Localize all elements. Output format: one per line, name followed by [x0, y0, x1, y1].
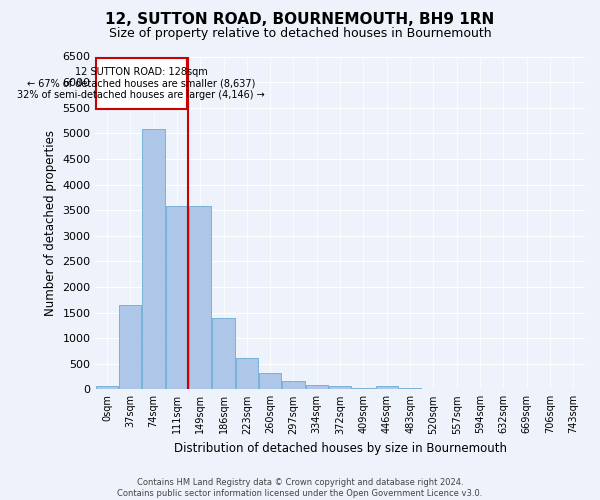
Y-axis label: Number of detached properties: Number of detached properties	[44, 130, 57, 316]
Bar	[329, 386, 351, 390]
Text: Contains HM Land Registry data © Crown copyright and database right 2024.
Contai: Contains HM Land Registry data © Crown c…	[118, 478, 482, 498]
Text: 12, SUTTON ROAD, BOURNEMOUTH, BH9 1RN: 12, SUTTON ROAD, BOURNEMOUTH, BH9 1RN	[106, 12, 494, 28]
Bar	[119, 306, 142, 390]
Bar	[306, 384, 328, 390]
Bar	[96, 386, 118, 390]
Bar	[142, 129, 164, 390]
Bar	[352, 388, 374, 390]
Bar	[376, 386, 398, 390]
Bar	[446, 389, 468, 390]
X-axis label: Distribution of detached houses by size in Bournemouth: Distribution of detached houses by size …	[173, 442, 506, 455]
Bar	[399, 388, 421, 390]
Bar	[283, 382, 305, 390]
Bar	[422, 389, 445, 390]
Bar	[189, 206, 211, 390]
Bar	[166, 206, 188, 390]
Bar	[236, 358, 258, 390]
Bar	[259, 374, 281, 390]
Bar	[212, 318, 235, 390]
Text: Size of property relative to detached houses in Bournemouth: Size of property relative to detached ho…	[109, 28, 491, 40]
Bar	[96, 58, 187, 108]
Text: 12 SUTTON ROAD: 128sqm
← 67% of detached houses are smaller (8,637)
32% of semi-: 12 SUTTON ROAD: 128sqm ← 67% of detached…	[17, 66, 265, 100]
